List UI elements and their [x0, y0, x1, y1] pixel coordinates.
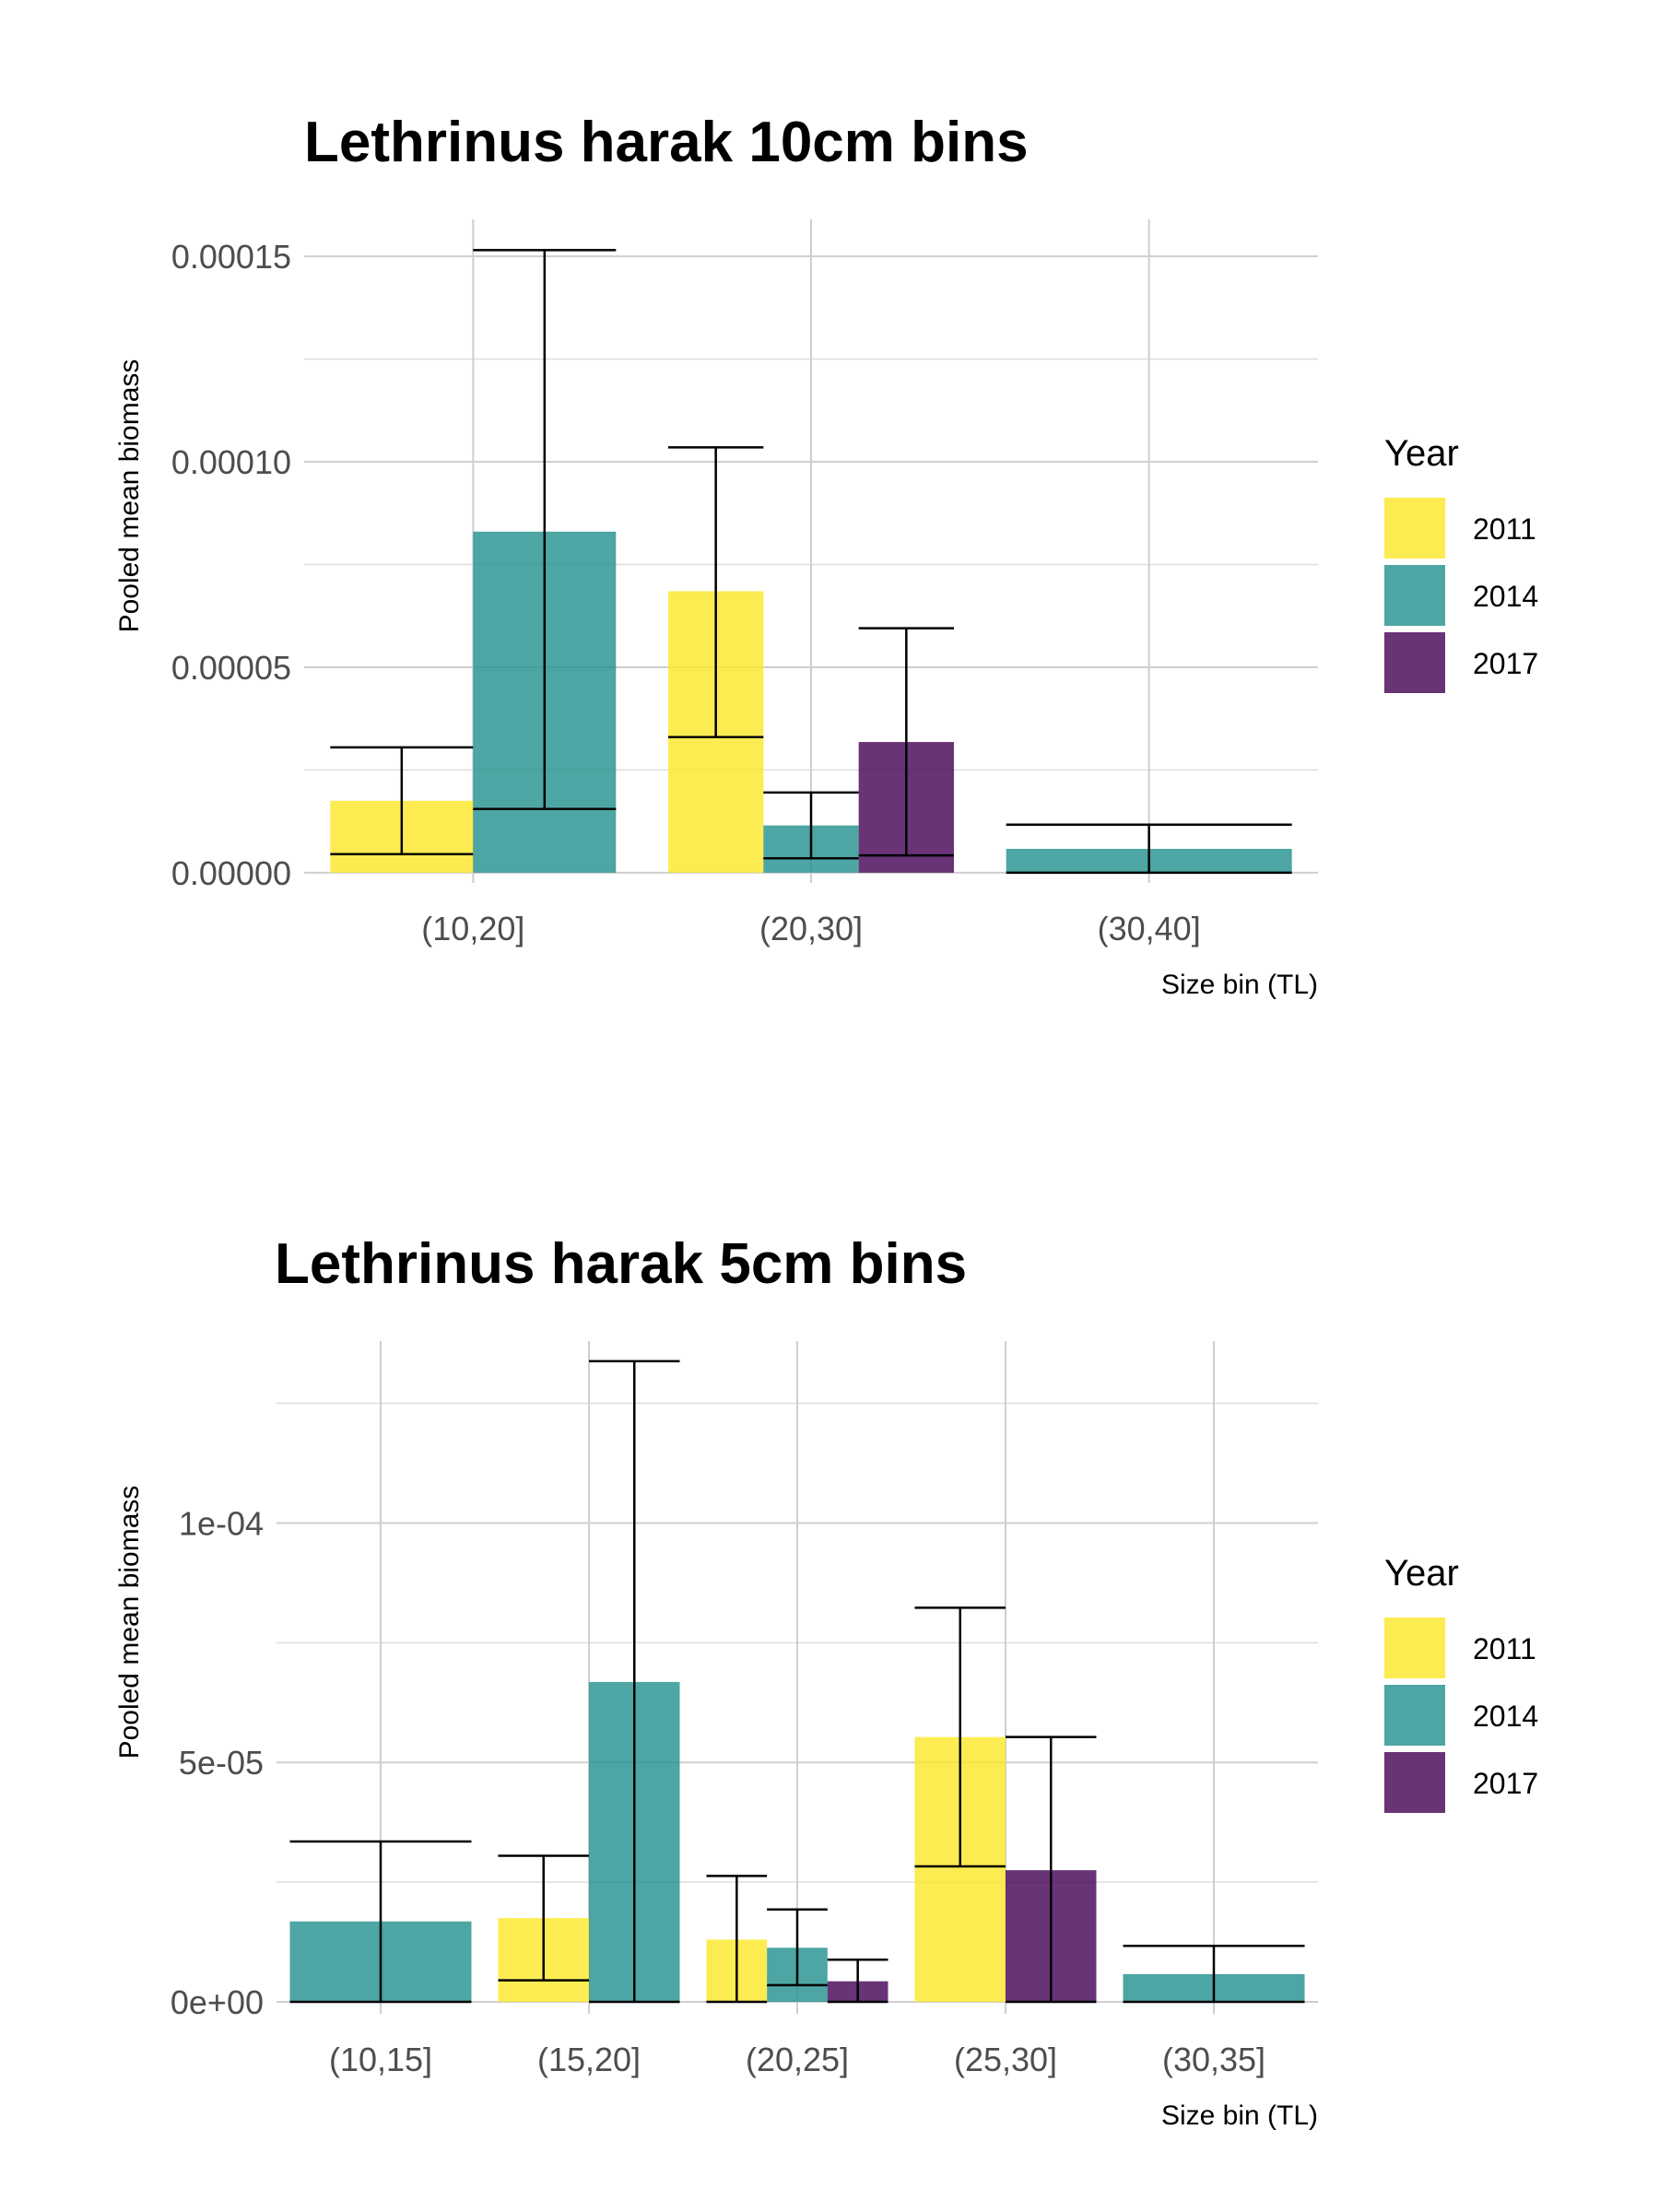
legend-label: 2011 [1473, 512, 1536, 546]
legend-swatch-2014 [1384, 565, 1445, 626]
legend-swatch-2011 [1384, 498, 1445, 559]
chart-title: Lethrinus harak 5cm bins [275, 1232, 967, 1296]
y-tick-label: 0e+00 [171, 1983, 264, 2021]
y-tick-label: 0.00010 [171, 443, 291, 481]
legend-swatch-2014 [1384, 1685, 1445, 1746]
x-tick-label: (25,30] [954, 2041, 1057, 2078]
legend-label: 2014 [1473, 1700, 1538, 1733]
y-axis-title: Pooled mean biomass [114, 1486, 145, 1759]
y-axis-title: Pooled mean biomass [114, 359, 145, 633]
x-tick-label: (20,30] [759, 910, 863, 947]
y-tick-label: 0.00015 [171, 238, 291, 276]
x-tick-label: (10,15] [329, 2041, 432, 2078]
legend-title: Year [1384, 1553, 1459, 1594]
y-tick-label: 1e-04 [179, 1504, 264, 1542]
x-axis-title: Size bin (TL) [1161, 2100, 1318, 2131]
x-tick-label: (15,20] [537, 2041, 641, 2078]
legend-label: 2017 [1473, 1767, 1538, 1800]
x-axis-title: Size bin (TL) [1161, 970, 1318, 1000]
legend-swatch-2017 [1384, 1752, 1445, 1813]
y-tick-label: 5e-05 [179, 1744, 264, 1782]
y-tick-label: 0.00005 [171, 649, 291, 687]
x-tick-label: (20,25] [746, 2041, 849, 2078]
y-tick-label: 0.00000 [171, 854, 291, 892]
x-tick-label: (30,40] [1098, 910, 1201, 947]
legend-swatch-2017 [1384, 632, 1445, 693]
legend-label: 2017 [1473, 647, 1538, 680]
legend-label: 2014 [1473, 580, 1538, 613]
legend-label: 2011 [1473, 1632, 1536, 1665]
chart-title: Lethrinus harak 10cm bins [304, 111, 1029, 174]
x-tick-label: (30,35] [1162, 2041, 1265, 2078]
x-tick-label: (10,20] [421, 910, 524, 947]
legend-swatch-2011 [1384, 1618, 1445, 1678]
legend-title: Year [1384, 433, 1459, 474]
